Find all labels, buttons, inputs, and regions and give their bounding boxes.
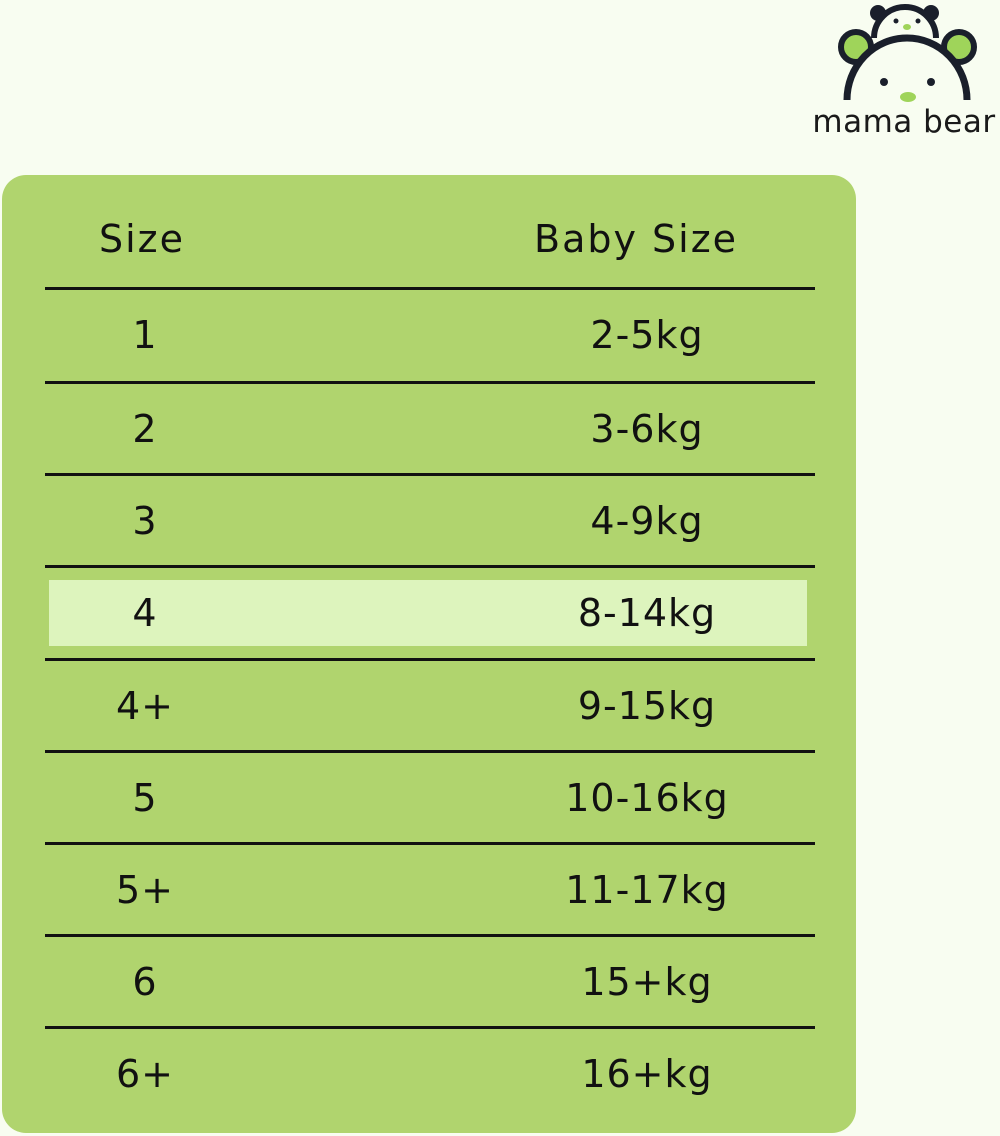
brand-name: mama bear <box>812 104 996 140</box>
row-divider <box>45 1026 815 1029</box>
row-highlight <box>49 580 807 646</box>
size-cell: 6+ <box>115 1052 175 1096</box>
table-row: 6 15+kg <box>2 952 856 1022</box>
table-row: 5+ 11-17kg <box>2 860 856 930</box>
size-cell: 2 <box>132 407 158 451</box>
table-row: 3 4-9kg <box>2 491 856 561</box>
weight-cell: 9-15kg <box>577 684 717 728</box>
size-chart-table: Size Baby Size 1 2-5kg 2 3-6kg 3 4-9kg 4 8-14kg… <box>2 175 856 1133</box>
row-divider <box>45 565 815 568</box>
row-divider <box>45 934 815 937</box>
size-cell: 4 <box>132 591 158 635</box>
table-row: 1 2-5kg <box>2 305 856 375</box>
table-row: 4+ 9-15kg <box>2 676 856 746</box>
size-cell: 5 <box>132 776 158 820</box>
table-row: 5 10-16kg <box>2 768 856 838</box>
size-cell: 6 <box>132 960 158 1004</box>
table-row: 2 3-6kg <box>2 399 856 469</box>
weight-cell: 2-5kg <box>590 313 704 357</box>
header-baby-size: Baby Size <box>534 217 739 261</box>
row-divider <box>45 381 815 384</box>
row-divider <box>45 750 815 753</box>
table-row: 6+ 16+kg <box>2 1044 856 1114</box>
mama-bear-logo <box>838 4 977 102</box>
row-divider <box>45 842 815 845</box>
weight-cell: 10-16kg <box>565 776 729 820</box>
weight-cell: 8-14kg <box>577 591 717 635</box>
header-size: Size <box>99 217 186 261</box>
size-cell: 4+ <box>115 684 175 728</box>
weight-cell: 16+kg <box>581 1052 713 1096</box>
size-cell: 5+ <box>115 868 175 912</box>
row-divider <box>45 287 815 290</box>
weight-cell: 3-6kg <box>590 407 704 451</box>
weight-cell: 11-17kg <box>565 868 729 912</box>
row-divider <box>45 658 815 661</box>
weight-cell: 4-9kg <box>590 499 704 543</box>
row-divider <box>45 473 815 476</box>
size-cell: 3 <box>132 499 158 543</box>
weight-cell: 15+kg <box>581 960 713 1004</box>
table-row: 4 8-14kg <box>2 580 856 653</box>
size-cell: 1 <box>132 313 158 357</box>
